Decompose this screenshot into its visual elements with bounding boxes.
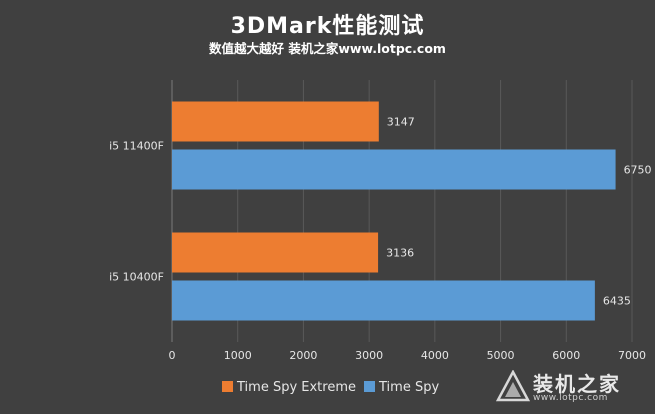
legend-swatch — [222, 381, 233, 392]
x-tick-label: 4000 — [421, 349, 449, 362]
x-tick-label: 2000 — [289, 349, 317, 362]
bar — [172, 101, 379, 142]
watermark-url: www.lotpc.com — [533, 393, 608, 403]
chart-title: 3DMark性能测试 — [230, 14, 425, 39]
category-label: i5 11400F — [109, 140, 164, 153]
x-tick-label: 7000 — [618, 349, 646, 362]
category-label: i5 10400F — [109, 271, 164, 284]
x-tick-label: 6000 — [552, 349, 580, 362]
bar — [172, 232, 379, 273]
data-label: 6750 — [624, 164, 652, 177]
watermark-logo-icon — [495, 370, 531, 402]
data-label: 3147 — [387, 116, 415, 129]
chart-subtitle: 数值越大越好 装机之家www.lotpc.com — [209, 41, 446, 56]
watermark-text: 装机之家 — [533, 372, 621, 396]
x-tick-label: 0 — [169, 349, 176, 362]
legend-swatch — [364, 381, 375, 392]
x-tick-label: 1000 — [224, 349, 252, 362]
x-tick-label: 3000 — [355, 349, 383, 362]
x-tick-label: 5000 — [487, 349, 515, 362]
legend-label: Time Spy — [378, 380, 439, 395]
data-label: 3136 — [386, 247, 414, 260]
watermark: 装机之家 www.lotpc.com — [489, 366, 649, 410]
bar — [172, 280, 595, 321]
legend-label: Time Spy Extreme — [236, 380, 356, 395]
data-label: 6435 — [603, 295, 631, 308]
bar — [172, 149, 616, 190]
